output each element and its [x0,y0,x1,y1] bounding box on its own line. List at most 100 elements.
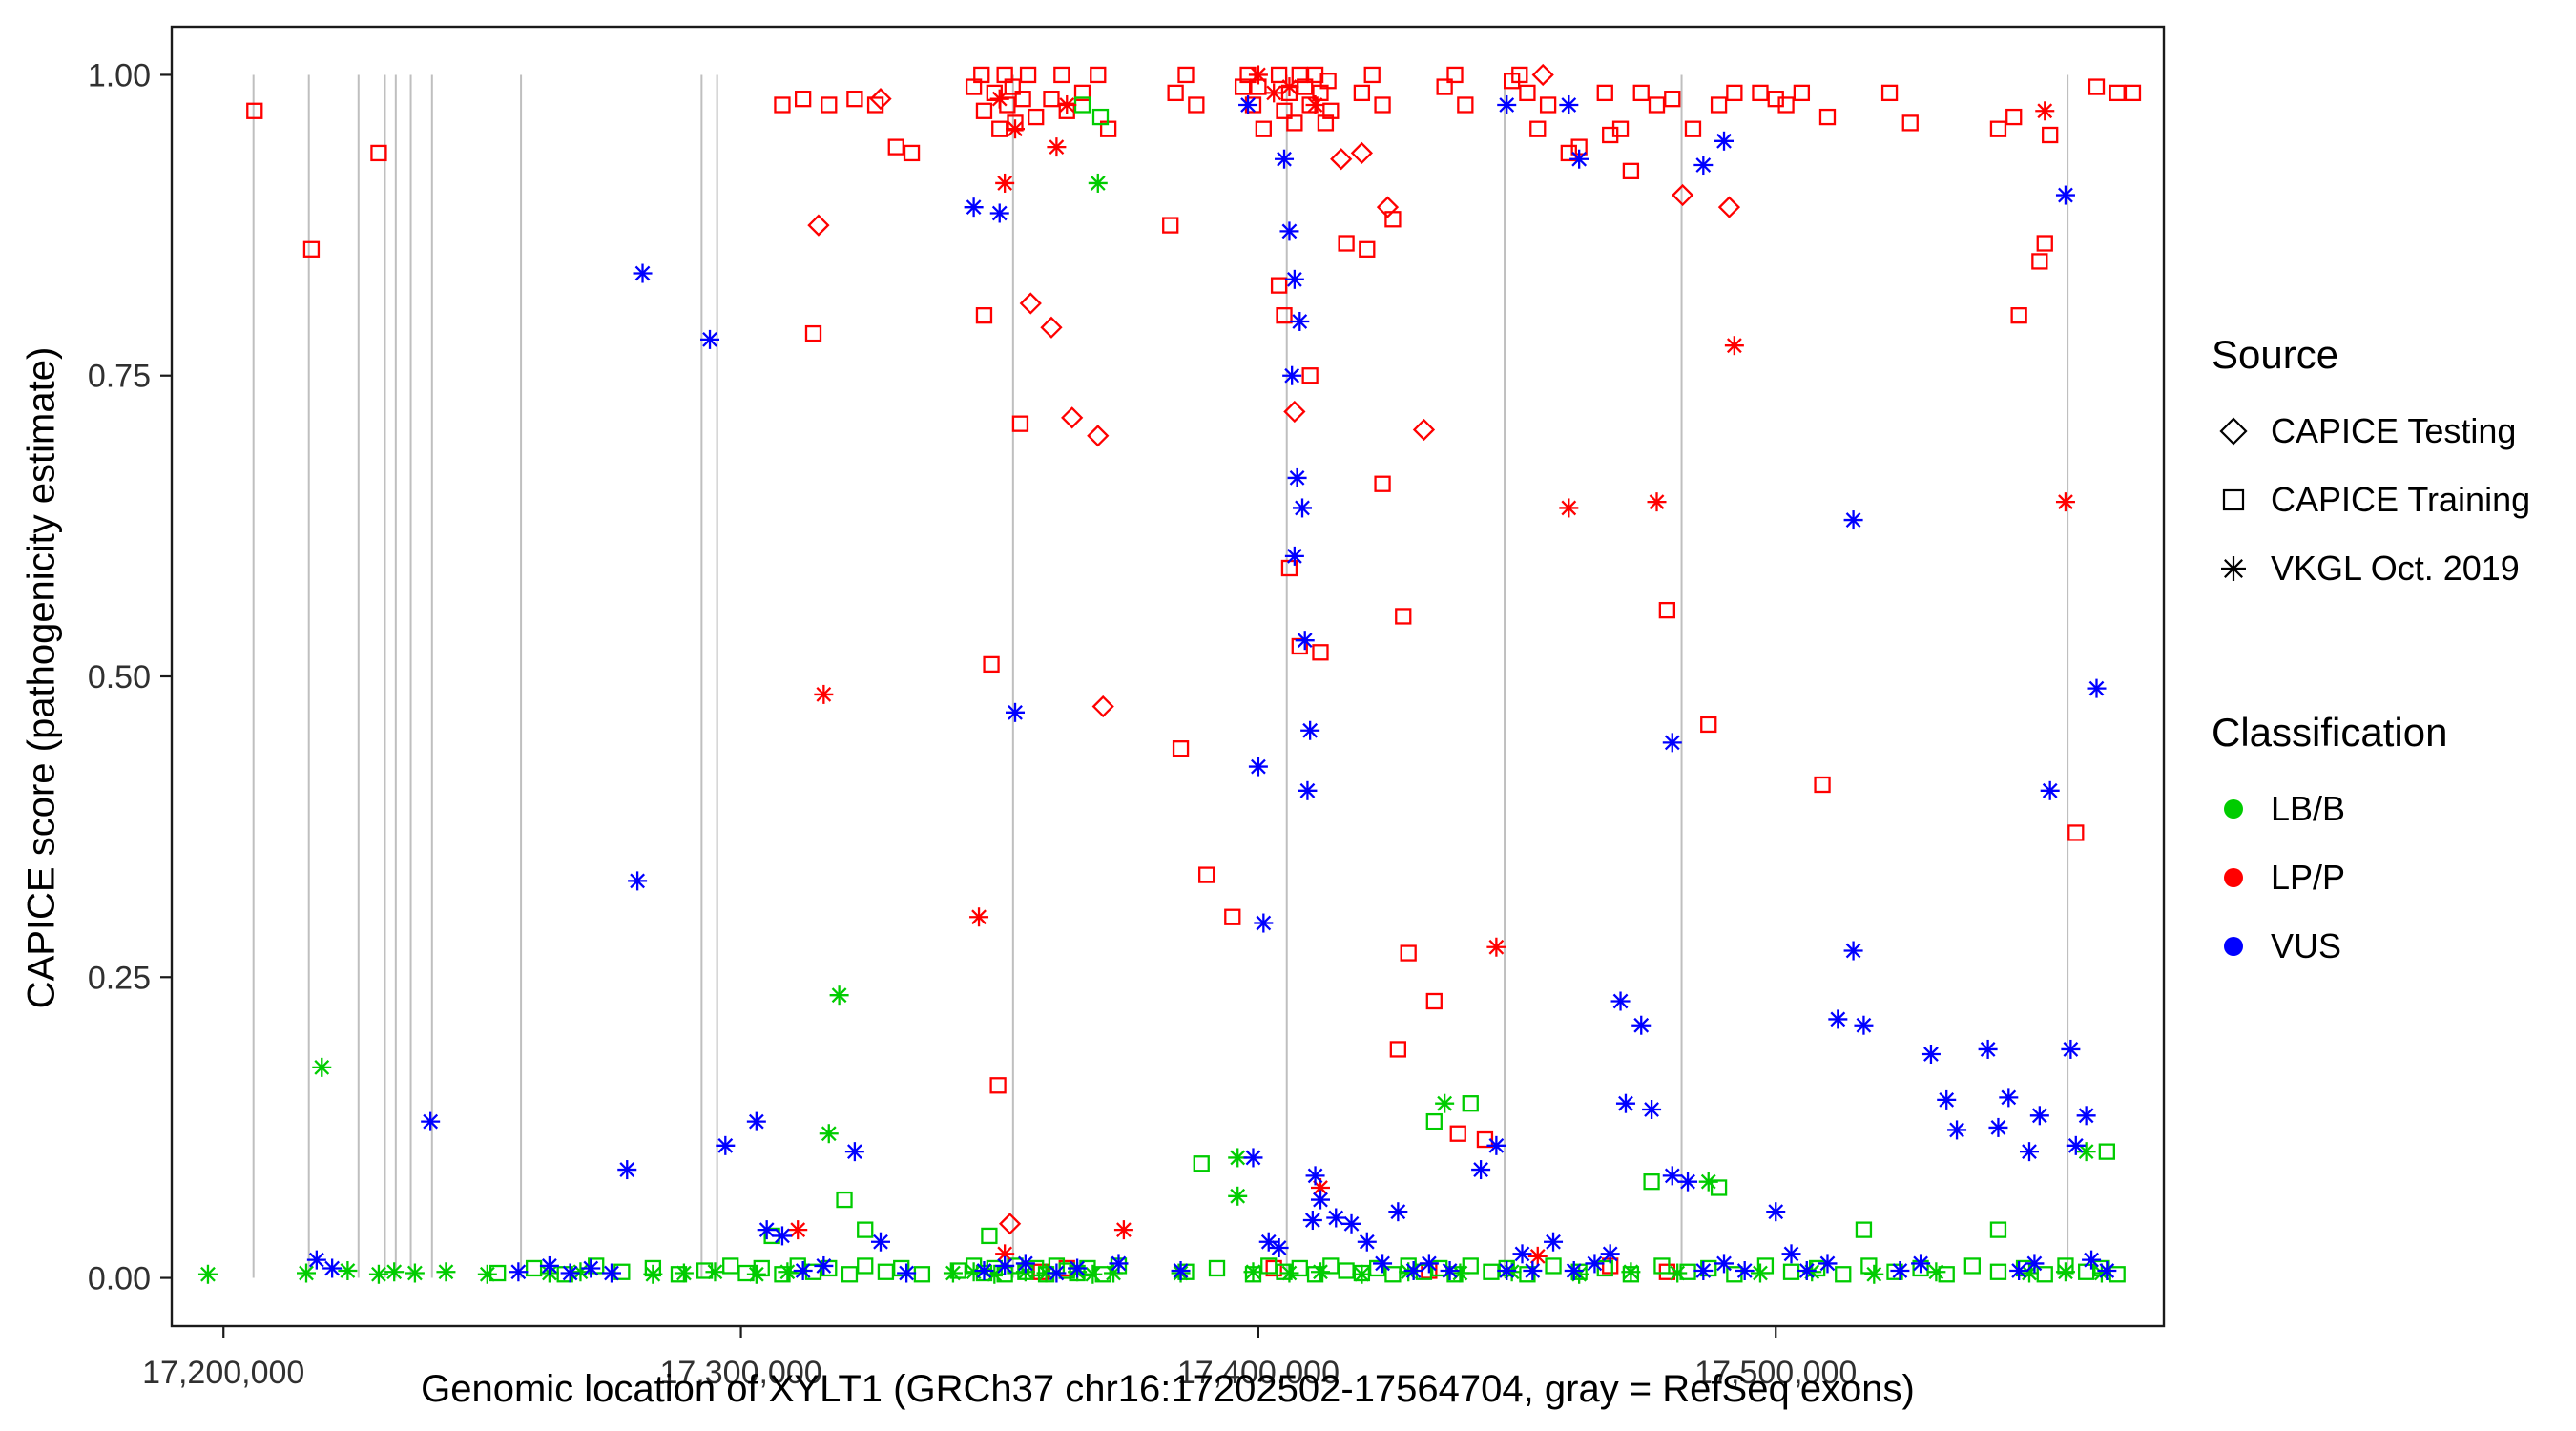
data-point [1818,108,1837,126]
data-point [2078,1108,2094,1124]
data-point [1008,121,1023,137]
data-point [1587,1255,1603,1272]
data-point [1514,1246,1530,1262]
data-point [1596,1259,1613,1277]
data-point [1230,1150,1246,1166]
data-point [1338,235,1355,252]
data-point [1312,644,1329,661]
data-point [795,91,812,108]
data-point [821,96,838,114]
data-point [1230,1188,1246,1204]
data-point [1374,96,1391,114]
data-point [913,1266,931,1283]
data-point [702,332,717,347]
x-tick-label: 17,200,000 [142,1355,304,1391]
data-point [1596,84,1613,102]
series-vkgl-oct-2019-lb-b [197,173,2111,1284]
legend-item-label: VKGL Oct. 2019 [2271,549,2520,588]
data-point [1649,494,1665,510]
data-point [873,1234,888,1250]
data-point [1618,1095,1633,1111]
data-point [1270,277,1288,294]
data-point [1531,63,1554,87]
data-point [1483,1263,1500,1280]
data-point [1798,1263,1815,1278]
data-point [2037,103,2053,119]
data-point [2031,1108,2047,1124]
data-point [2078,1144,2094,1160]
data-point [1177,66,1195,84]
data-point [997,176,1013,191]
data-point [1256,915,1272,931]
data-point [1710,96,1728,114]
data-point [1281,1265,1298,1281]
data-point [2063,1042,2079,1057]
data-point [841,1266,859,1283]
data-point [1989,1221,2007,1238]
data-point [1539,96,1557,114]
data-point [1499,1263,1515,1278]
data-point [1664,1168,1680,1184]
data-point [1019,292,1042,315]
data-point [893,1259,910,1277]
data-point [804,1263,822,1280]
data-point [1302,722,1319,738]
data-point [2109,84,2126,102]
data-point [1266,85,1282,101]
series-capice-training-lp-p [246,66,2142,1280]
legend-item-lb-b: LB/B [2212,775,2530,843]
data-point [1814,776,1831,794]
data-point [1777,96,1795,114]
data-point [1680,1173,1695,1190]
data-point [1198,866,1215,883]
data-point [1462,1095,1479,1112]
data-point [807,214,830,237]
data-point [997,1258,1013,1274]
data-point [1949,1122,1964,1138]
data-point [1270,66,1288,84]
data-point [370,144,387,162]
data-point [1670,1265,1686,1281]
data-point [1710,1179,1728,1196]
data-point [1028,108,1045,126]
data-point [2109,1266,2126,1283]
data-point [1462,1257,1479,1275]
data-point [1375,1255,1390,1272]
data-point [1116,1222,1132,1237]
data-point [1376,196,1400,218]
data-point [1835,1266,1852,1283]
data-point [1313,1192,1328,1208]
data-point [975,102,993,119]
data-point [1307,97,1323,113]
data-point [1390,1204,1406,1220]
data-point [775,1228,790,1244]
color-dot-icon [2224,799,2243,819]
data-point [1980,1042,1996,1057]
data-point [1880,84,1899,102]
data-point [1368,1259,1386,1277]
data-point [1561,500,1577,516]
legend-item-label: CAPICE Testing [2271,411,2517,450]
x-axis-title: Genomic location of XYLT1 (GRCh37 chr16:… [421,1368,1915,1410]
data-point [324,1260,341,1276]
data-point [1519,84,1536,102]
data-point [1545,1257,1562,1275]
data-point [1319,73,1337,90]
data-point [2010,307,2027,324]
data-point [696,1262,714,1279]
data-point [423,1113,439,1130]
axes: 17,200,000 17,300,000 17,400,000 17,500,000… [88,57,1858,1391]
data-point [857,1221,874,1238]
data-point [2036,1266,2053,1283]
legend-classification-items: LB/B LP/P VUS [2212,775,2530,981]
data-point [1793,84,1811,102]
data-point [1783,1246,1799,1262]
data-point [1291,1259,1308,1277]
data-point [707,1264,723,1280]
data-point [1091,108,1110,126]
data-point [1338,1262,1355,1279]
data-point [903,144,921,162]
data-point [1855,1221,1873,1238]
data-point [1353,84,1371,102]
